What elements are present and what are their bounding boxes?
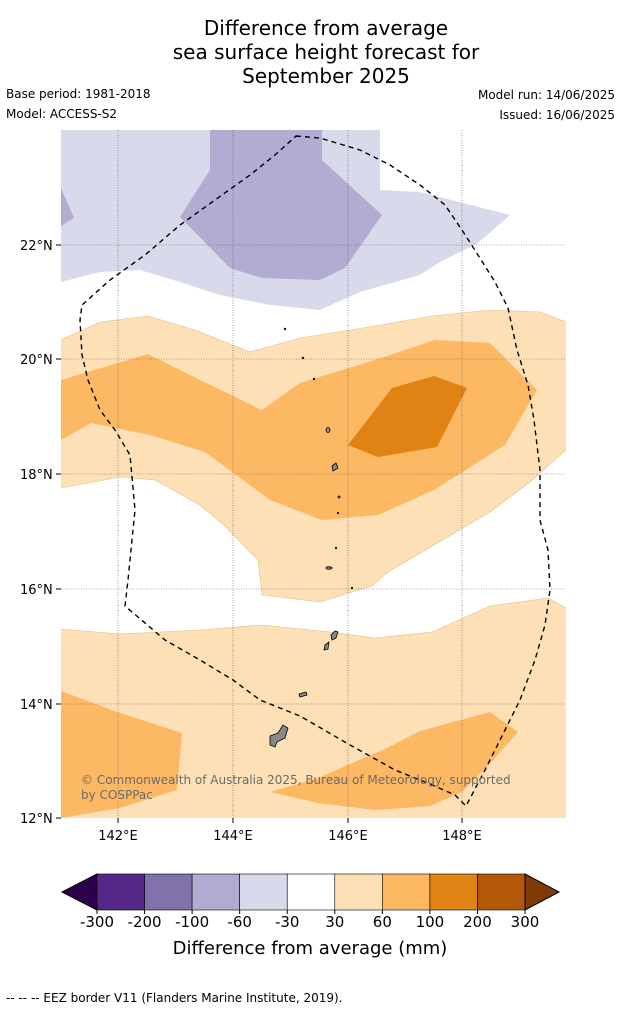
- base-period-label: Base period: 1981-2018: [6, 87, 151, 101]
- model-run-label: Model run: 14/06/2025: [477, 88, 615, 102]
- island-guam: [269, 724, 289, 748]
- colorbar-swatch: [382, 873, 431, 911]
- island: [331, 462, 339, 472]
- colorbar-swatch: [96, 873, 145, 911]
- gridlines: [61, 130, 566, 818]
- island: [350, 586, 354, 590]
- eez-footnote: -- -- -- EEZ border V11 (Flanders Marine…: [6, 991, 343, 1005]
- lat-label-16n: 16°N: [20, 583, 53, 598]
- eez-border: [79, 135, 551, 808]
- contour-orange-dark: [348, 376, 467, 457]
- chart-title: Difference from average sea surface heig…: [0, 16, 621, 88]
- island: [283, 327, 287, 331]
- islands-layer: [269, 327, 354, 748]
- lat-label-18n: 18°N: [20, 468, 53, 483]
- colorbar-tick-label: -30: [275, 913, 300, 931]
- issued-label: Issued: 16/06/2025: [499, 108, 615, 122]
- island: [337, 495, 341, 499]
- lon-label-142e: 142°E: [98, 829, 138, 844]
- colorbar-swatch: [239, 873, 288, 911]
- colorbar-extend-low: [60, 873, 98, 911]
- island: [325, 427, 331, 433]
- colorbar-tick-label: -200: [128, 913, 162, 931]
- lat-label-12n: 12°N: [20, 812, 53, 827]
- title-line-3: September 2025: [242, 64, 410, 88]
- lat-ticks: [56, 244, 61, 819]
- colorbar-tick-label: 30: [325, 913, 344, 931]
- colorbar-swatch: [334, 873, 383, 911]
- colorbar-swatch: [191, 873, 240, 911]
- lat-label-20n: 20°N: [20, 353, 53, 368]
- colorbar-tick-label: 60: [373, 913, 392, 931]
- colorbar: -300 -200 -100 -60 -30 30 60 100 200 300: [60, 873, 561, 931]
- title-line-1: Difference from average: [203, 16, 449, 40]
- contour-orange-medium-sw: [61, 691, 182, 818]
- colorbar-swatch: [286, 873, 336, 911]
- colorbar-tick-label: -60: [227, 913, 252, 931]
- contour-purple-mid: [180, 130, 382, 280]
- contour-orange-medium-se: [270, 712, 518, 810]
- lon-label-148e: 148°E: [442, 829, 482, 844]
- colorbar-extend-high: [524, 873, 561, 911]
- island: [334, 546, 338, 550]
- colorbar-title: Difference from average (mm): [173, 938, 448, 959]
- island: [301, 356, 305, 360]
- island: [312, 377, 316, 381]
- colorbar-tick-label: 300: [511, 913, 540, 931]
- model-label: Model: ACCESS-S2: [6, 107, 118, 121]
- colorbar-tick-label: 200: [463, 913, 492, 931]
- island: [325, 566, 333, 570]
- contour-purple-mid-west: [61, 188, 74, 226]
- title-line-2: sea surface height forecast for: [172, 40, 480, 64]
- island-tinian: [323, 641, 330, 651]
- colorbar-tick-label: -300: [80, 913, 114, 931]
- copyright-line-2: by COSPPac: [81, 788, 153, 802]
- colorbar-swatch: [429, 873, 478, 911]
- island: [336, 511, 340, 515]
- lon-ticks: [117, 818, 463, 823]
- lat-label-14n: 14°N: [20, 698, 53, 713]
- lat-label-22n: 22°N: [20, 239, 53, 254]
- island-rota: [298, 691, 308, 698]
- colorbar-tick-label: -100: [175, 913, 209, 931]
- island-saipan: [330, 630, 339, 641]
- copyright-line-1: © Commonwealth of Australia 2025, Bureau…: [81, 773, 511, 787]
- colorbar-tick-label: 100: [416, 913, 445, 931]
- lon-label-144e: 144°E: [213, 829, 253, 844]
- colorbar-swatch: [477, 873, 526, 911]
- colorbar-swatch: [144, 873, 193, 911]
- lon-label-146e: 146°E: [328, 829, 368, 844]
